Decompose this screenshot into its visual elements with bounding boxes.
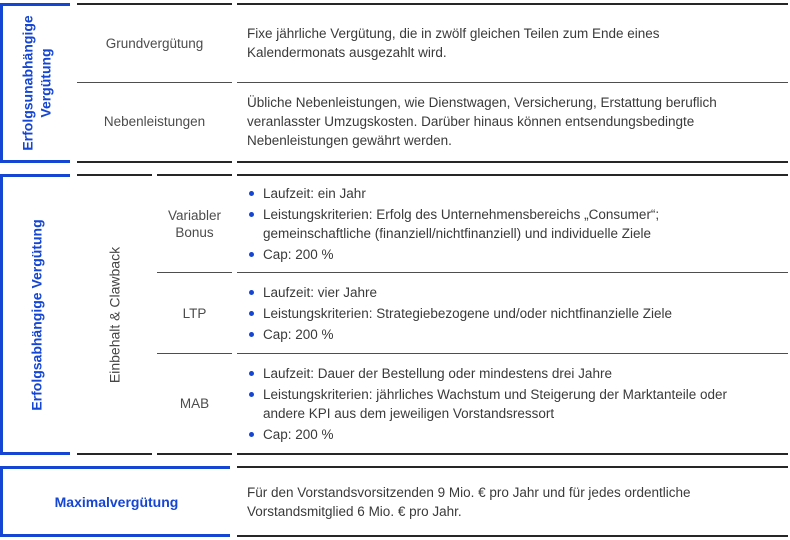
bullet-dot-icon (249, 190, 254, 196)
bullet-dot-icon (249, 391, 254, 397)
max-description-column: Für den Vorstandsvorsitzenden 9 Mio. € p… (237, 466, 788, 537)
bonus-description-column: Laufzeit: ein Jahr Leistungskriterien: E… (237, 174, 788, 455)
bonus-type-column: Variabler Bonus LTP MAB (157, 174, 232, 455)
section-label-erfolgsabhaengige-verguetung: Erfolgsabhängige Vergütung (27, 218, 44, 411)
clawback-column: Einbehalt & Clawback (77, 174, 152, 455)
blue-bracket-maximalverguetung: Maximalvergütung (0, 466, 230, 537)
row-divider (77, 81, 232, 83)
list-item: Cap: 200 % (247, 245, 760, 264)
row-divider (237, 81, 788, 83)
bullet-dot-icon (249, 251, 254, 257)
section-erfolgsunabhaengige-verguetung: Erfolgsunabhängige Vergütung Grundvergüt… (0, 3, 788, 163)
description-cell-maximalverguetung: Für den Vorstandsvorsitzenden 9 Mio. € p… (237, 468, 788, 535)
blue-bracket-erfolgsabhaengig: Erfolgsabhängige Vergütung (0, 174, 70, 455)
bullet-dot-icon (249, 310, 254, 316)
list-item: Cap: 200 % (247, 425, 760, 444)
bullet-text: Cap: 200 % (263, 426, 334, 442)
description-cell-nebenleistungen: Übliche Nebenleistungen, wie Dienstwagen… (237, 83, 788, 161)
list-item: Laufzeit: Dauer der Bestellung oder mind… (247, 364, 760, 383)
blue-bracket-erfolgsunabhaengig: Erfolgsunabhängige Vergütung (0, 3, 70, 163)
row-label-variabler-bonus: Variabler Bonus (167, 207, 222, 240)
bullet-dot-icon (249, 331, 254, 337)
section-label-maximalverguetung: Maximalvergütung (54, 493, 179, 510)
bullet-text: Leistungskriterien: Strategiebezogene un… (263, 305, 673, 321)
row-divider (237, 271, 788, 273)
label-einbehalt-clawback: Einbehalt & Clawback (105, 246, 122, 383)
bullet-list-variabler-bonus: Laufzeit: ein Jahr Leistungskriterien: E… (237, 176, 788, 272)
bullet-dot-icon (249, 211, 254, 217)
description-text-grundverguetung: Fixe jährliche Vergütung, die in zwölf g… (247, 26, 660, 61)
bullet-text: Cap: 200 % (263, 326, 334, 342)
description-text-nebenleistungen: Übliche Nebenleistungen, wie Dienstwagen… (247, 95, 717, 149)
clawback-cell: Einbehalt & Clawback (77, 176, 152, 453)
description-text-maximalverguetung: Für den Vorstandsvorsitzenden 9 Mio. € p… (247, 484, 691, 519)
row-divider (157, 353, 232, 355)
list-item: Cap: 200 % (247, 325, 760, 344)
bullet-dot-icon (249, 370, 254, 376)
list-item: Laufzeit: vier Jahre (247, 283, 760, 302)
bullet-text: Leistungskriterien: jährliches Wachstum … (263, 386, 727, 421)
row-label-mab: MAB (179, 396, 210, 412)
list-item: Laufzeit: ein Jahr (247, 184, 760, 203)
description-column: Fixe jährliche Vergütung, die in zwölf g… (237, 3, 788, 163)
row-divider (157, 271, 232, 273)
bullet-text: Leistungskriterien: Erfolg des Unternehm… (263, 206, 660, 241)
section-maximalverguetung: Maximalvergütung Für den Vorstandsvorsit… (0, 466, 788, 537)
row-label-ltp: LTP (182, 305, 207, 321)
bullet-text: Cap: 200 % (263, 246, 334, 262)
row-divider (237, 353, 788, 355)
list-item: Leistungskriterien: Erfolg des Unternehm… (247, 205, 760, 243)
description-cell-grundverguetung: Fixe jährliche Vergütung, die in zwölf g… (237, 5, 788, 82)
component-label-column: Grundvergütung Nebenleistungen (77, 3, 232, 163)
bullet-dot-icon (249, 289, 254, 295)
bullet-text: Laufzeit: Dauer der Bestellung oder mind… (263, 365, 612, 381)
section-erfolgsabhaengige-verguetung: Erfolgsabhängige Vergütung Einbehalt & C… (0, 174, 788, 455)
bullet-list-mab: Laufzeit: Dauer der Bestellung oder mind… (237, 354, 788, 453)
row-label-nebenleistungen: Nebenleistungen (103, 114, 206, 130)
bullet-text: Laufzeit: ein Jahr (263, 185, 366, 201)
list-item: Leistungskriterien: jährliches Wachstum … (247, 385, 760, 423)
list-item: Leistungskriterien: Strategiebezogene un… (247, 304, 760, 323)
section-label-erfolgsunabhaengige-verguetung: Erfolgsunabhängige Vergütung (19, 15, 53, 151)
bullet-dot-icon (249, 431, 254, 437)
bullet-text: Laufzeit: vier Jahre (263, 284, 378, 300)
bullet-list-ltp: Laufzeit: vier Jahre Leistungskriterien:… (237, 273, 788, 354)
row-label-grundverguetung: Grundvergütung (105, 35, 204, 51)
